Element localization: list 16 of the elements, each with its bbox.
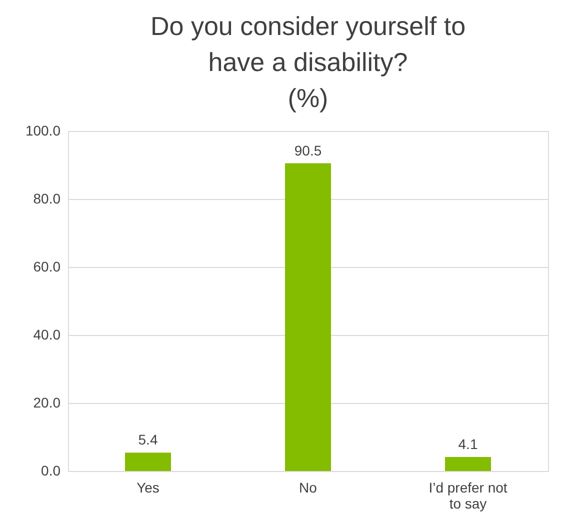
- x-tick-label: I’d prefer not to say: [428, 480, 508, 512]
- bar: [445, 457, 491, 471]
- y-tick-label: 40.0: [33, 326, 61, 342]
- bar: [285, 163, 331, 471]
- bar: [125, 452, 171, 471]
- data-label: 4.1: [458, 436, 478, 452]
- data-label: 5.4: [138, 432, 158, 448]
- y-tick-label: 0.0: [41, 462, 61, 478]
- y-tick-label: 80.0: [33, 190, 61, 206]
- chart-title: Do you consider yourself to have a disability? (%): [150, 11, 466, 113]
- x-tick-label: Yes: [136, 480, 160, 496]
- x-tick-label: No: [299, 480, 318, 496]
- y-tick-label: 100.0: [25, 122, 61, 138]
- y-tick-label: 20.0: [33, 394, 61, 410]
- data-label: 90.5: [294, 142, 322, 158]
- y-tick-label: 60.0: [33, 258, 61, 274]
